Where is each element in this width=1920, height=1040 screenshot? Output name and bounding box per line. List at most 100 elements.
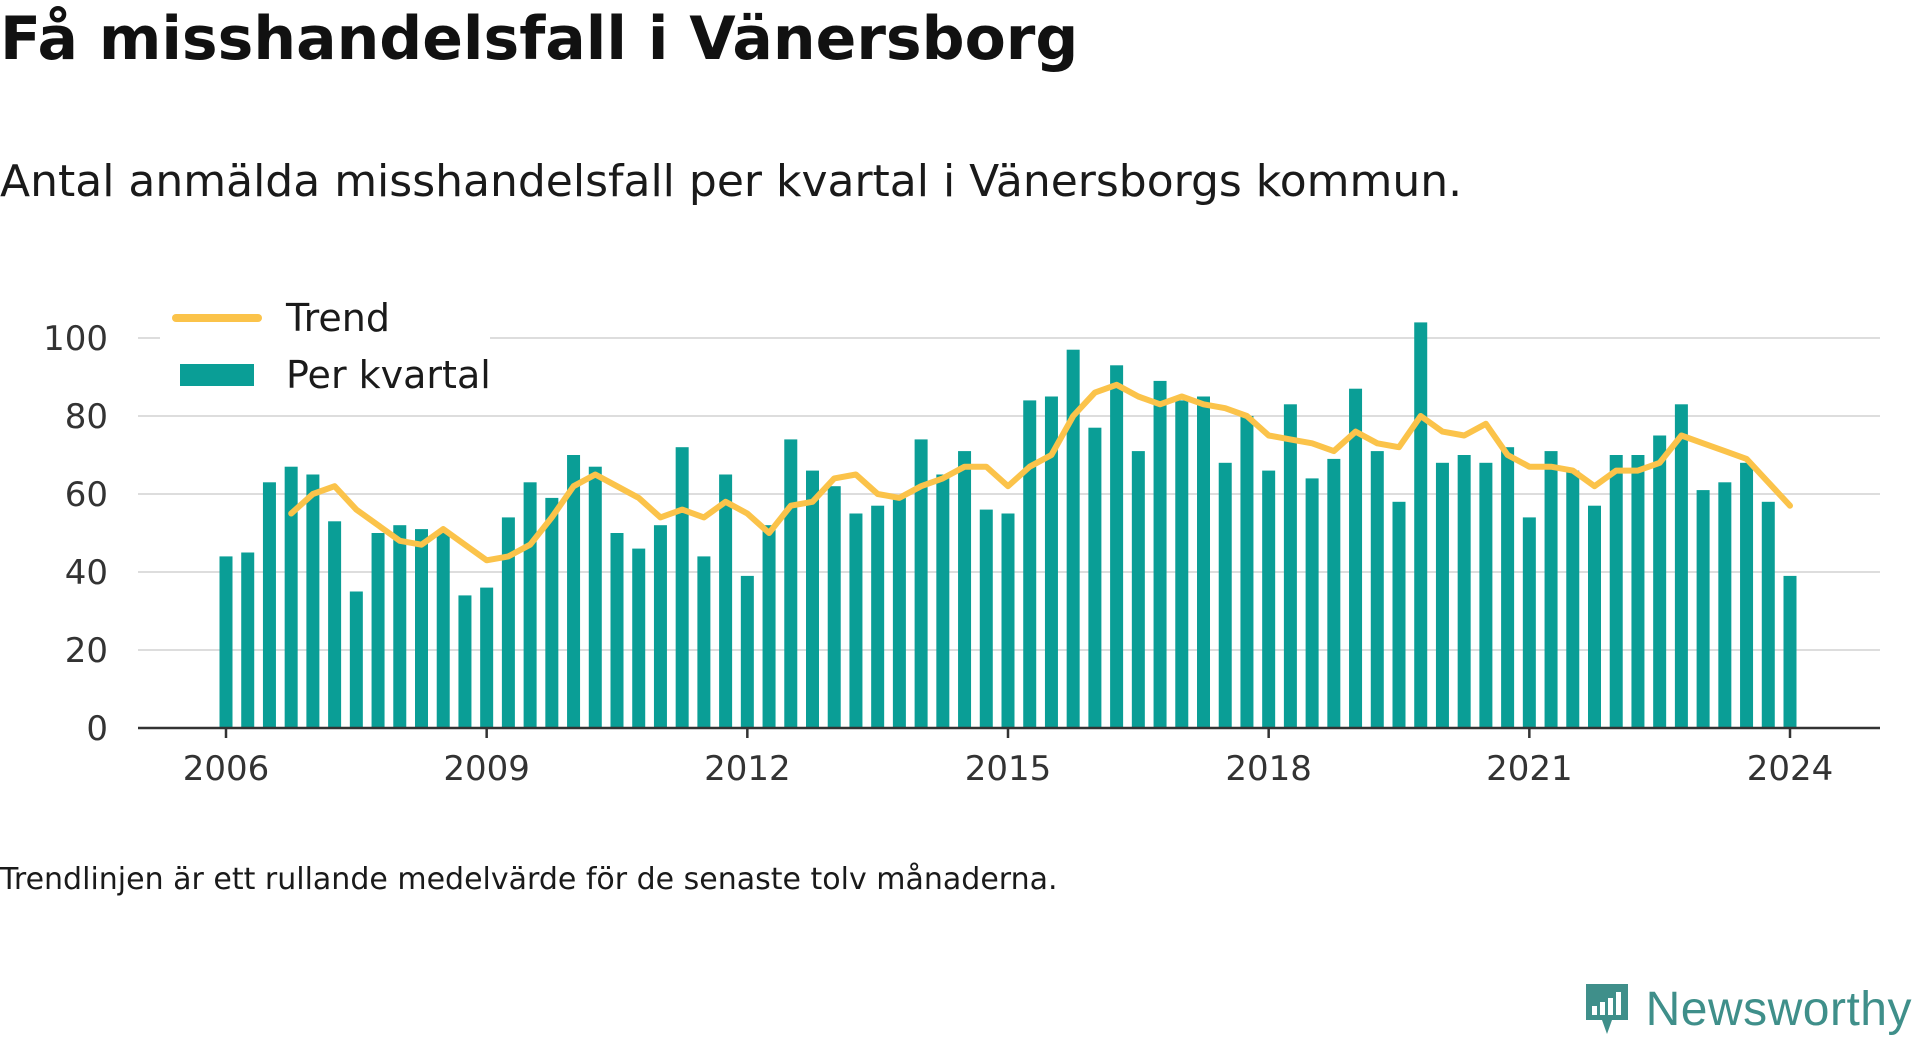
bar [1370, 451, 1384, 728]
bar [458, 595, 472, 728]
bar [480, 587, 494, 728]
brand-name: Newsworthy [1645, 982, 1912, 1036]
bar [979, 509, 993, 728]
bar [675, 447, 689, 728]
legend-bar-label: Per kvartal [286, 353, 491, 397]
x-tick-label: 2021 [1486, 749, 1573, 789]
newsworthy-logo-icon [1585, 984, 1628, 1034]
bar [1718, 482, 1732, 728]
bar [306, 474, 320, 728]
bar [1153, 380, 1167, 728]
bar-chart: 0 20 40 60 80 100 2006 2009 2012 2015 2018 2021 2024… [43, 290, 1880, 789]
bar [1262, 470, 1276, 728]
chart-subtitle: Antal anmälda misshandelsfall per kvarta… [0, 156, 1463, 207]
bar [1110, 365, 1124, 728]
chart-footnote: Trendlinjen är ett rullande medelvärde f… [0, 862, 1058, 897]
bar [1197, 396, 1210, 728]
bar [610, 533, 624, 728]
bar [436, 533, 450, 728]
bar [1044, 396, 1058, 728]
bar [1783, 575, 1797, 728]
y-tick-label: 80 [65, 397, 108, 437]
bar [1327, 458, 1341, 728]
bar [1479, 462, 1493, 728]
bar [1066, 349, 1080, 728]
bar [1131, 451, 1145, 728]
bar [219, 556, 233, 728]
x-tick-label: 2012 [704, 749, 791, 789]
bar [1392, 501, 1406, 728]
bar [415, 529, 428, 728]
bar [567, 455, 581, 728]
bar [892, 497, 906, 728]
bar [1761, 501, 1775, 728]
bar [1653, 435, 1667, 728]
y-tick-label: 20 [65, 631, 108, 671]
bar [501, 517, 515, 728]
bar [849, 513, 863, 728]
legend-bar-swatch [180, 364, 254, 386]
trend-line [288, 381, 1793, 564]
bar [349, 591, 363, 728]
chart-legend: Trend Per kvartal [160, 290, 491, 400]
bar [328, 521, 342, 728]
y-tick-label: 60 [65, 475, 108, 515]
bar [1740, 462, 1754, 728]
legend-trend-label: Trend [285, 296, 390, 340]
bar [1088, 427, 1102, 728]
bar [827, 486, 841, 728]
trend-series [288, 381, 1793, 564]
x-tick-label: 2018 [1225, 749, 1312, 789]
bar [1435, 462, 1449, 728]
x-tick-label: 2006 [183, 749, 270, 789]
bar [1001, 513, 1015, 728]
bar [1696, 490, 1710, 728]
bar [241, 552, 255, 728]
bar [1522, 517, 1536, 728]
chart-title: Få misshandelsfall i Vänersborg [0, 4, 1079, 74]
bar [719, 474, 733, 728]
bar [1501, 447, 1515, 728]
bar [1283, 404, 1297, 728]
bar [1175, 400, 1189, 728]
y-tick-label: 40 [65, 553, 108, 593]
bar [588, 466, 602, 728]
y-tick-label: 100 [43, 319, 108, 359]
bar [1240, 416, 1254, 728]
bar [958, 451, 972, 728]
bar [1023, 400, 1037, 728]
bar [523, 482, 537, 728]
x-tick-label: 2024 [1747, 749, 1834, 789]
bar [1349, 388, 1363, 728]
bar [1609, 455, 1623, 728]
bar [740, 575, 754, 728]
bar [653, 525, 667, 728]
bar [1588, 505, 1601, 728]
bar [762, 525, 776, 728]
axes: 0 20 40 60 80 100 2006 2009 2012 2015 2018 2021 2024 [43, 319, 1880, 789]
bar [936, 474, 950, 728]
x-tick-label: 2015 [965, 749, 1052, 789]
bar [1457, 455, 1471, 728]
bar [1674, 404, 1688, 728]
bar [1631, 455, 1645, 728]
bar [262, 482, 276, 728]
brand-logo: Newsworthy [1582, 980, 1912, 1038]
bar [784, 439, 798, 728]
bar [545, 497, 559, 728]
bar [632, 548, 646, 728]
bar [393, 525, 407, 728]
bar [284, 466, 298, 728]
bar [1218, 462, 1232, 728]
bar [697, 556, 711, 728]
bar [806, 470, 819, 728]
x-tick-label: 2009 [443, 749, 530, 789]
bar [1566, 470, 1580, 728]
bar [1414, 322, 1428, 728]
bar [1305, 478, 1319, 728]
bar [871, 505, 885, 728]
y-tick-label: 0 [86, 709, 108, 749]
bar [914, 439, 928, 728]
bar [371, 533, 385, 728]
